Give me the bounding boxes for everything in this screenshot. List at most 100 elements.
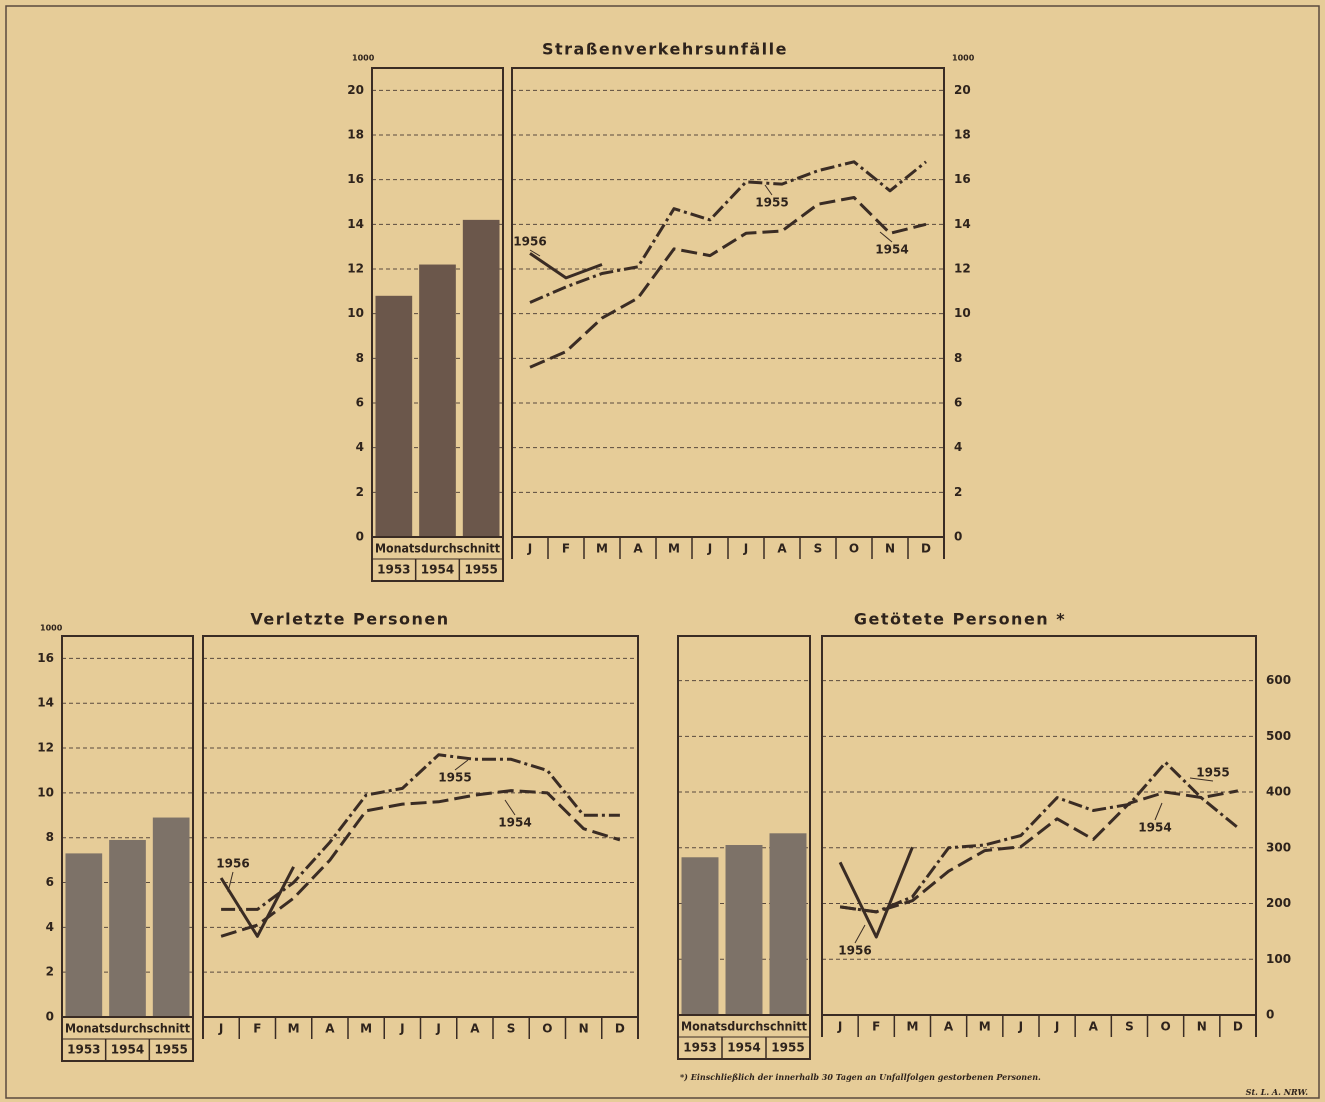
- series-line: [838, 846, 914, 939]
- bar-category-label: 1954: [421, 563, 454, 577]
- series-line: [529, 196, 927, 369]
- x-tick-label: A: [325, 1022, 335, 1036]
- label-leader: [879, 231, 893, 243]
- x-tick-label: S: [814, 542, 823, 556]
- series-label: 1956: [838, 944, 871, 958]
- y-tick-label: 12: [347, 262, 364, 276]
- bar-category-label: 1955: [464, 563, 497, 577]
- y-tick-label: 400: [1266, 785, 1291, 799]
- panel-frame: [202, 635, 639, 1018]
- label-leader: [764, 184, 773, 196]
- source: St. L. A. NRW.: [1246, 1087, 1309, 1097]
- x-tick-label: A: [470, 1022, 480, 1036]
- x-tick-label: S: [1125, 1020, 1134, 1034]
- bar-category-label: 1953: [377, 563, 410, 577]
- x-tick-label: M: [906, 1020, 918, 1034]
- y-tick-label: 600: [1266, 673, 1291, 687]
- label-leader: [854, 924, 866, 944]
- series-label: 1954: [498, 816, 531, 830]
- chart-title: Verletzte Personen: [250, 610, 449, 629]
- y-tick-label: 18: [347, 128, 364, 142]
- x-tick-label: J: [218, 1022, 223, 1036]
- x-tick-label: N: [1197, 1020, 1207, 1034]
- x-tick-label: J: [1054, 1020, 1059, 1034]
- y-tick-label: 8: [954, 351, 962, 365]
- y-tick-label: 4: [46, 920, 54, 934]
- y-tick-label: 18: [954, 128, 971, 142]
- y-tick-label: 500: [1266, 729, 1291, 743]
- y-tick-label: 6: [46, 875, 54, 889]
- x-tick-label: M: [668, 542, 680, 556]
- x-tick-label: J: [1018, 1020, 1023, 1034]
- x-tick-label: J: [707, 542, 712, 556]
- bar-category-label: 1954: [727, 1041, 760, 1055]
- footnote: *) Einschließlich der innerhalb 30 Tagen…: [680, 1072, 1041, 1082]
- y-tick-label: 6: [954, 396, 962, 410]
- unit-label: 1000: [952, 54, 975, 63]
- x-tick-label: D: [615, 1022, 625, 1036]
- series-line: [839, 761, 1239, 914]
- x-tick-label: M: [288, 1022, 300, 1036]
- x-tick-label: D: [1233, 1020, 1243, 1034]
- group-label: Monatsdurchschnitt: [681, 1020, 807, 1034]
- y-tick-label: 14: [37, 696, 54, 710]
- bar: [725, 845, 763, 1015]
- y-tick-label: 0: [46, 1010, 54, 1024]
- series-label: 1954: [875, 243, 908, 257]
- bar-category-label: 1953: [683, 1041, 716, 1055]
- y-tick-label: 10: [954, 306, 971, 320]
- x-tick-label: S: [507, 1022, 516, 1036]
- bar: [462, 219, 500, 537]
- y-tick-label: 20: [347, 83, 364, 97]
- series-line: [839, 789, 1239, 914]
- y-tick-label: 8: [46, 830, 54, 844]
- series-label: 1955: [1196, 766, 1229, 780]
- chart-title: Straßenverkehrsunfälle: [542, 40, 788, 59]
- x-tick-label: N: [579, 1022, 589, 1036]
- y-tick-label: 10: [37, 785, 54, 799]
- y-tick-label: 16: [347, 172, 364, 186]
- group-label: Monatsdurchschnitt: [65, 1022, 190, 1036]
- y-tick-label: 14: [347, 217, 364, 231]
- series-line: [529, 252, 603, 280]
- x-tick-label: A: [944, 1020, 954, 1034]
- x-tick-label: A: [633, 542, 643, 556]
- y-tick-label: 4: [356, 440, 364, 454]
- x-tick-label: J: [399, 1022, 404, 1036]
- label-leader: [1154, 802, 1163, 821]
- bar-category-label: 1955: [154, 1043, 187, 1057]
- y-tick-label: 2: [356, 485, 364, 499]
- series-line: [529, 160, 927, 304]
- bar: [152, 817, 190, 1017]
- y-tick-label: 20: [954, 83, 971, 97]
- x-tick-label: J: [743, 542, 748, 556]
- x-tick-label: M: [360, 1022, 372, 1036]
- y-tick-label: 2: [954, 485, 962, 499]
- y-tick-label: 300: [1266, 840, 1291, 854]
- y-tick-label: 200: [1266, 896, 1291, 910]
- x-tick-label: F: [253, 1022, 261, 1036]
- x-tick-label: A: [1089, 1020, 1099, 1034]
- x-tick-label: F: [872, 1020, 880, 1034]
- series-line: [220, 789, 621, 938]
- label-leader: [529, 249, 541, 257]
- x-tick-label: J: [837, 1020, 842, 1034]
- series-label: 1956: [216, 857, 249, 871]
- y-tick-label: 0: [1266, 1008, 1274, 1022]
- x-tick-label: M: [979, 1020, 991, 1034]
- y-tick-label: 100: [1266, 952, 1291, 966]
- x-tick-label: J: [435, 1022, 440, 1036]
- series-label: 1954: [1138, 821, 1171, 835]
- y-tick-label: 14: [954, 217, 971, 231]
- series-label: 1956: [513, 235, 546, 249]
- bar: [681, 857, 719, 1015]
- x-tick-label: A: [777, 542, 787, 556]
- bar: [769, 833, 807, 1015]
- label-leader: [504, 799, 516, 816]
- label-leader: [454, 759, 469, 771]
- chart-title: Getötete Personen *: [854, 610, 1066, 629]
- bar-category-label: 1954: [111, 1043, 144, 1057]
- bar-category-label: 1953: [67, 1043, 100, 1057]
- series-line: [221, 753, 620, 911]
